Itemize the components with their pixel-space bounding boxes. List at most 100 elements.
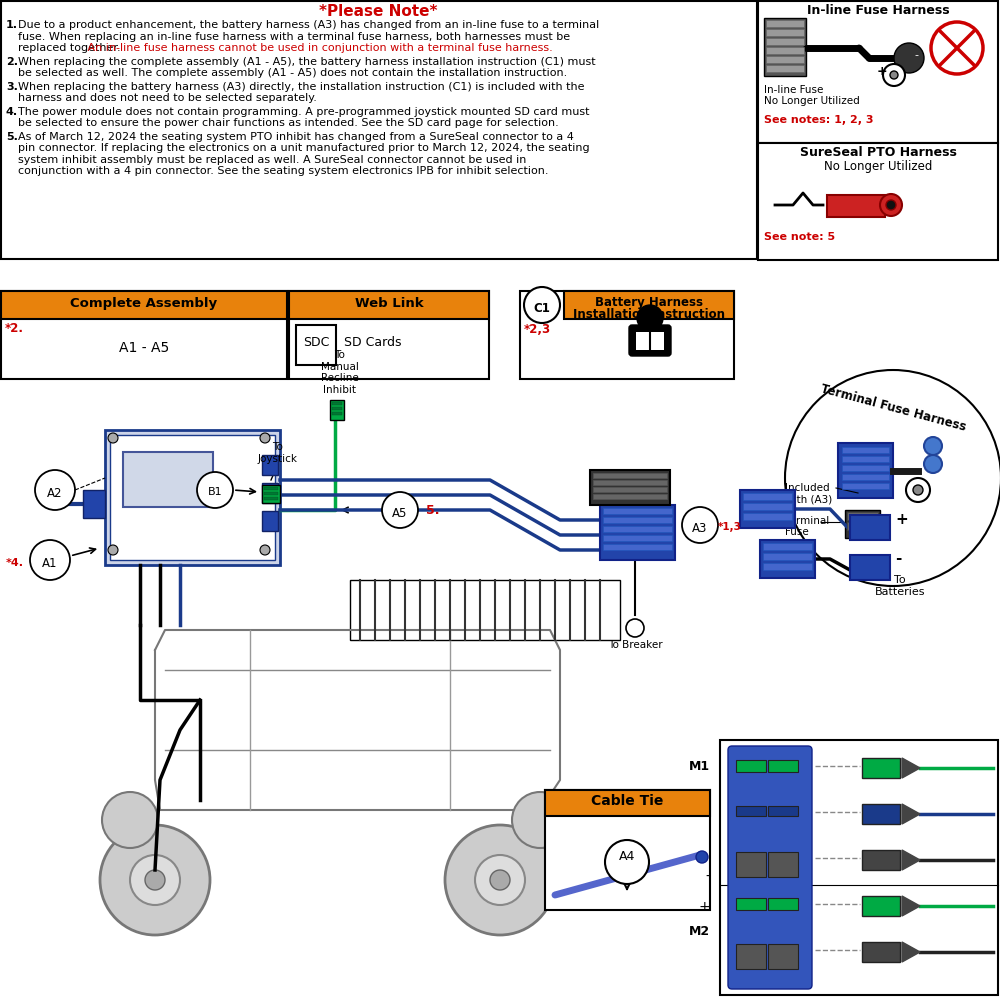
Bar bbox=[720, 740, 998, 995]
Text: replaced together.: replaced together. bbox=[18, 43, 121, 53]
Bar bbox=[520, 291, 734, 379]
Circle shape bbox=[605, 840, 649, 884]
Bar bbox=[842, 447, 889, 453]
Circle shape bbox=[682, 507, 718, 543]
Circle shape bbox=[512, 792, 568, 848]
Text: To
Manual
Recline
Inhibit: To Manual Recline Inhibit bbox=[321, 350, 359, 395]
Text: A3: A3 bbox=[692, 522, 708, 535]
Circle shape bbox=[35, 470, 75, 510]
Text: with (A3): with (A3) bbox=[785, 494, 832, 504]
Bar bbox=[736, 898, 766, 910]
Bar bbox=[289, 291, 489, 319]
Bar bbox=[736, 806, 766, 816]
Text: -: - bbox=[895, 551, 901, 566]
Text: -: - bbox=[705, 870, 710, 884]
Text: 3.: 3. bbox=[6, 82, 18, 92]
Circle shape bbox=[785, 370, 1000, 586]
Bar bbox=[350, 580, 620, 640]
Bar bbox=[603, 544, 672, 550]
Bar bbox=[603, 535, 672, 541]
Text: Fuse: Fuse bbox=[785, 527, 809, 537]
Text: 5.: 5. bbox=[6, 132, 18, 142]
Bar bbox=[332, 412, 342, 415]
Circle shape bbox=[145, 870, 165, 890]
Text: conjunction with a 4 pin connector. See the seating system electronics IPB for i: conjunction with a 4 pin connector. See … bbox=[18, 166, 548, 176]
Circle shape bbox=[475, 855, 525, 905]
Bar bbox=[593, 480, 667, 485]
Text: M1: M1 bbox=[689, 760, 710, 773]
Circle shape bbox=[626, 619, 644, 637]
Text: B1: B1 bbox=[208, 487, 222, 497]
Bar bbox=[332, 407, 342, 410]
Bar bbox=[740, 490, 795, 528]
Bar bbox=[766, 20, 804, 27]
Text: +: + bbox=[877, 65, 887, 78]
Text: Terminal: Terminal bbox=[785, 516, 829, 526]
Bar bbox=[764, 18, 806, 76]
Text: Terminal Fuse Harness: Terminal Fuse Harness bbox=[819, 382, 967, 433]
Bar bbox=[1, 291, 287, 319]
Circle shape bbox=[924, 437, 942, 455]
Text: As of March 12, 2024 the seating system PTO inhibit has changed from a SureSeal : As of March 12, 2024 the seating system … bbox=[18, 132, 574, 142]
Bar bbox=[736, 852, 766, 877]
Circle shape bbox=[108, 433, 118, 443]
Bar bbox=[842, 465, 889, 471]
Text: Included: Included bbox=[785, 483, 830, 493]
Polygon shape bbox=[902, 942, 920, 962]
Bar bbox=[768, 852, 798, 877]
Circle shape bbox=[524, 287, 560, 323]
Bar bbox=[105, 430, 280, 565]
Circle shape bbox=[931, 22, 983, 74]
Polygon shape bbox=[902, 758, 920, 778]
Bar bbox=[850, 515, 890, 540]
Bar bbox=[743, 493, 792, 500]
Bar bbox=[827, 195, 885, 217]
Bar bbox=[768, 944, 798, 969]
Bar bbox=[603, 508, 672, 514]
Bar bbox=[763, 563, 812, 570]
Text: See notes: 1, 2, 3: See notes: 1, 2, 3 bbox=[764, 115, 874, 125]
FancyBboxPatch shape bbox=[728, 746, 812, 989]
Bar bbox=[743, 513, 792, 520]
Bar bbox=[842, 456, 889, 462]
Bar bbox=[264, 487, 278, 490]
Text: Complete Assembly: Complete Assembly bbox=[70, 297, 218, 310]
Bar bbox=[766, 38, 804, 45]
Circle shape bbox=[906, 478, 930, 502]
Text: No Longer Utilized: No Longer Utilized bbox=[824, 160, 932, 173]
Text: SDC: SDC bbox=[303, 335, 329, 348]
Text: *4.: *4. bbox=[6, 558, 24, 568]
Bar bbox=[332, 402, 342, 405]
Bar bbox=[862, 850, 900, 870]
Bar bbox=[593, 487, 667, 492]
Text: 4.: 4. bbox=[6, 107, 18, 117]
Circle shape bbox=[197, 472, 233, 508]
Text: An in-line fuse harness cannot be used in conjunction with a terminal fuse harne: An in-line fuse harness cannot be used i… bbox=[84, 43, 553, 53]
Bar bbox=[862, 804, 900, 824]
Bar bbox=[600, 505, 675, 560]
Text: When replacing the complete assembly (A1 - A5), the battery harness installation: When replacing the complete assembly (A1… bbox=[18, 57, 596, 67]
Text: 5.: 5. bbox=[426, 504, 440, 517]
Bar bbox=[862, 942, 900, 962]
Bar bbox=[768, 760, 798, 772]
Bar bbox=[766, 56, 804, 63]
Text: In-line Fuse: In-line Fuse bbox=[764, 85, 823, 95]
Text: harness and does not need to be selected separately.: harness and does not need to be selected… bbox=[18, 93, 317, 103]
Bar bbox=[330, 400, 344, 420]
Circle shape bbox=[886, 200, 896, 210]
Circle shape bbox=[890, 71, 898, 79]
Circle shape bbox=[894, 43, 924, 73]
Text: +: + bbox=[895, 513, 908, 528]
Bar bbox=[593, 473, 667, 478]
Bar bbox=[262, 483, 278, 503]
Text: *2.: *2. bbox=[5, 322, 24, 335]
Bar bbox=[766, 65, 804, 72]
Bar bbox=[862, 758, 900, 778]
Text: fuse. When replacing an in-line fuse harness with a terminal fuse harness, both : fuse. When replacing an in-line fuse har… bbox=[18, 32, 570, 42]
Text: The power module does not contain programming. A pre-programmed joystick mounted: The power module does not contain progra… bbox=[18, 107, 590, 117]
Text: 2.: 2. bbox=[6, 57, 18, 67]
Circle shape bbox=[260, 433, 270, 443]
Text: Web Link: Web Link bbox=[355, 297, 423, 310]
Bar bbox=[845, 510, 880, 538]
Bar bbox=[262, 511, 278, 531]
